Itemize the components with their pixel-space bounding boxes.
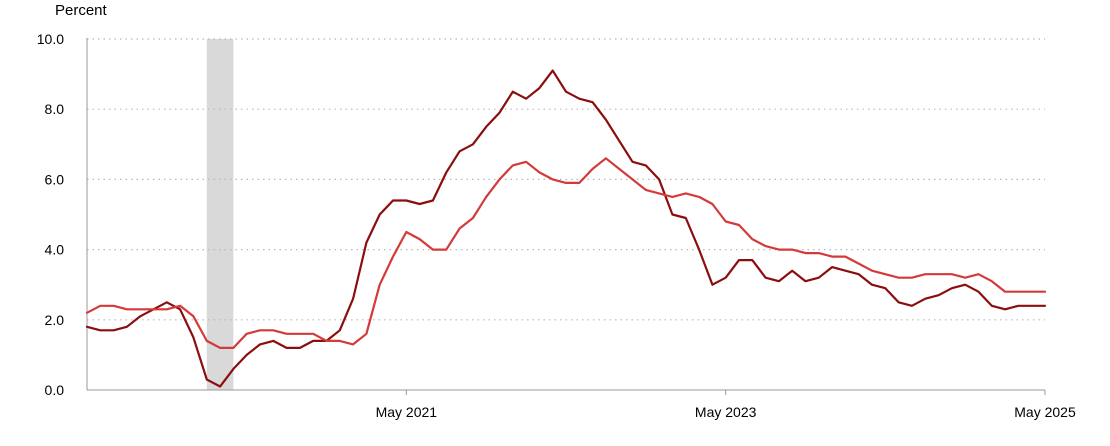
y-tick-labels: 0.0 2.0 4.0 6.0 8.0 10.0 [37, 31, 64, 398]
series-lines [85, 69, 1047, 388]
y-tick-label: 10.0 [37, 31, 64, 47]
x-tick-label: May 2021 [376, 404, 438, 420]
recession-band [206, 39, 234, 390]
y-axis-label: Percent [55, 2, 108, 19]
y-tick-label: 0.0 [45, 382, 65, 398]
y-tick-label: 4.0 [45, 242, 65, 258]
recession-shade [206, 39, 234, 390]
gridlines [87, 38, 1045, 321]
series-line-2 [85, 157, 1047, 349]
x-tick-label: May 2023 [695, 404, 757, 420]
x-tick-label: May 2025 [1014, 404, 1076, 420]
y-tick-label: 6.0 [45, 171, 65, 187]
x-tick-labels: May 2021 May 2023 May 2025 [376, 404, 1076, 420]
y-tick-label: 8.0 [45, 101, 65, 117]
y-tick-label: 2.0 [45, 312, 65, 328]
series-line-1 [85, 69, 1047, 388]
axes [86, 38, 1046, 395]
